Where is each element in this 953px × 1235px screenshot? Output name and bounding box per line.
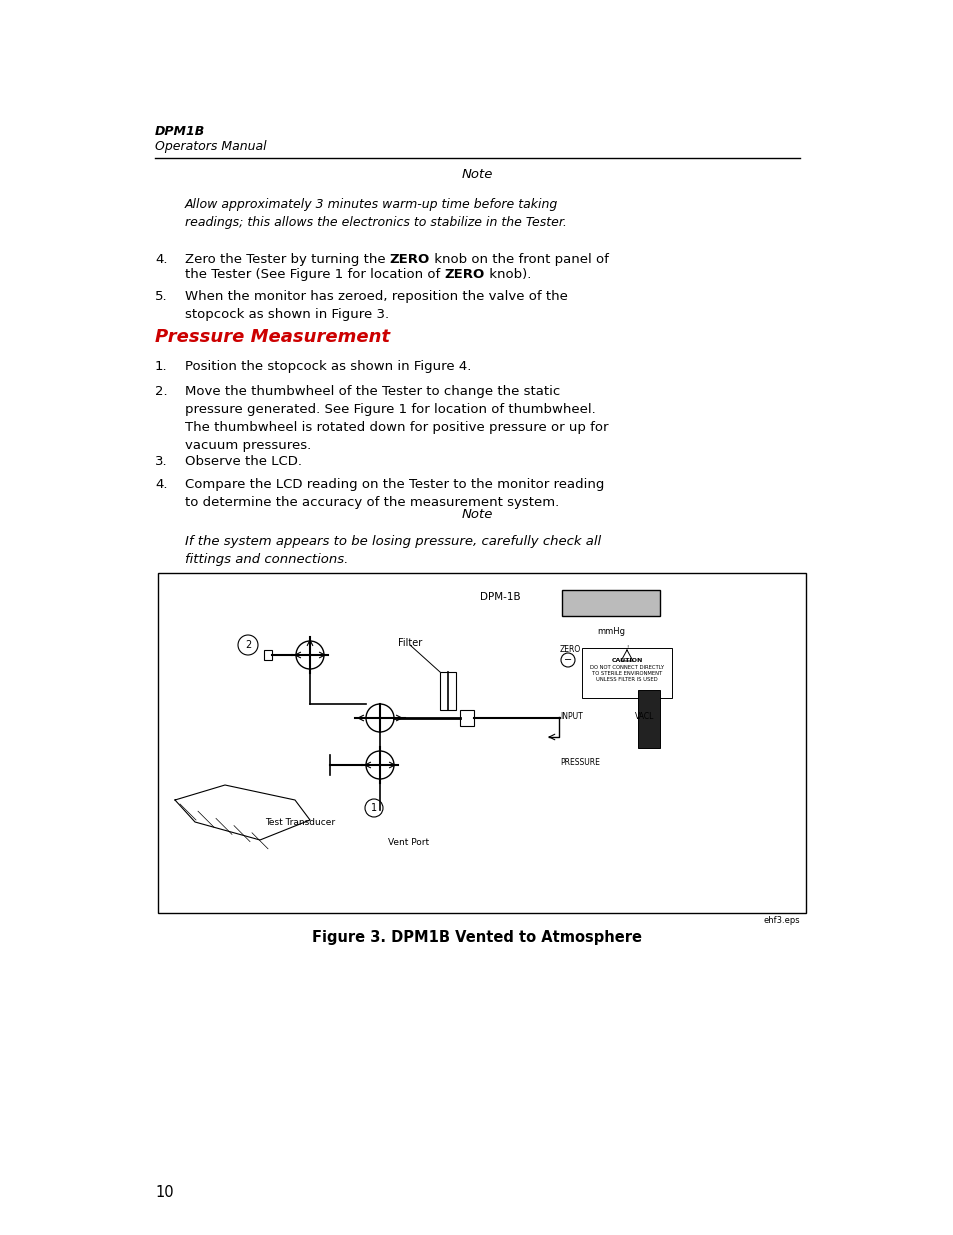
Text: Zero the Tester by turning the: Zero the Tester by turning the bbox=[185, 253, 390, 266]
Text: ZERO: ZERO bbox=[444, 268, 484, 282]
Text: ehf3.eps: ehf3.eps bbox=[762, 916, 800, 925]
Text: 4.: 4. bbox=[154, 478, 168, 492]
Text: Vent Port: Vent Port bbox=[388, 839, 429, 847]
Text: 2: 2 bbox=[245, 640, 251, 650]
Text: 4.: 4. bbox=[154, 253, 168, 266]
Text: Allow approximately 3 minutes warm-up time before taking
readings; this allows t: Allow approximately 3 minutes warm-up ti… bbox=[185, 198, 566, 228]
Text: Note: Note bbox=[461, 508, 492, 521]
Text: !: ! bbox=[625, 645, 627, 650]
Text: Operators Manual: Operators Manual bbox=[154, 140, 266, 153]
Text: knob).: knob). bbox=[484, 268, 531, 282]
Text: 3.: 3. bbox=[154, 454, 168, 468]
Text: −: − bbox=[563, 655, 572, 664]
Bar bbox=[459, 710, 474, 726]
Text: DPM1B: DPM1B bbox=[154, 125, 205, 138]
Bar bbox=[581, 648, 671, 698]
Bar bbox=[158, 573, 805, 913]
Text: the Tester (See Figure 1 for location of: the Tester (See Figure 1 for location of bbox=[185, 268, 444, 282]
Circle shape bbox=[560, 653, 575, 667]
Circle shape bbox=[366, 704, 394, 732]
Bar bbox=[561, 590, 659, 616]
Circle shape bbox=[295, 641, 324, 669]
Text: VACL: VACL bbox=[635, 713, 654, 721]
Circle shape bbox=[365, 799, 382, 818]
Text: DO NOT CONNECT DIRECTLY: DO NOT CONNECT DIRECTLY bbox=[589, 664, 663, 671]
Text: 2.: 2. bbox=[154, 385, 168, 398]
Text: DPM-1B: DPM-1B bbox=[479, 592, 519, 601]
Bar bbox=[638, 690, 659, 748]
Text: Note: Note bbox=[461, 168, 492, 182]
Text: mmHg: mmHg bbox=[597, 627, 624, 636]
Text: Move the thumbwheel of the Tester to change the static
pressure generated. See F: Move the thumbwheel of the Tester to cha… bbox=[185, 385, 608, 452]
Text: Figure 3. DPM1B Vented to Atmosphere: Figure 3. DPM1B Vented to Atmosphere bbox=[312, 930, 641, 945]
Polygon shape bbox=[174, 785, 310, 840]
Bar bbox=[439, 672, 456, 710]
Text: 1: 1 bbox=[371, 803, 376, 813]
Text: PRESSURE: PRESSURE bbox=[559, 758, 599, 767]
Text: When the monitor has zeroed, reposition the valve of the
stopcock as shown in Fi: When the monitor has zeroed, reposition … bbox=[185, 290, 567, 321]
Text: 1.: 1. bbox=[154, 359, 168, 373]
Bar bbox=[264, 650, 272, 659]
Circle shape bbox=[237, 635, 257, 655]
Text: Test Transducer: Test Transducer bbox=[265, 818, 335, 827]
Text: 10: 10 bbox=[154, 1186, 173, 1200]
Text: Compare the LCD reading on the Tester to the monitor reading
to determine the ac: Compare the LCD reading on the Tester to… bbox=[185, 478, 604, 509]
Text: Observe the LCD.: Observe the LCD. bbox=[185, 454, 302, 468]
Text: Filter: Filter bbox=[397, 638, 421, 648]
Text: Position the stopcock as shown in Figure 4.: Position the stopcock as shown in Figure… bbox=[185, 359, 471, 373]
Text: knob on the front panel of: knob on the front panel of bbox=[430, 253, 608, 266]
Text: ZERO: ZERO bbox=[390, 253, 430, 266]
Text: Pressure Measurement: Pressure Measurement bbox=[154, 329, 390, 346]
Text: CAUTION: CAUTION bbox=[611, 658, 642, 663]
Circle shape bbox=[366, 751, 394, 779]
Text: INPUT: INPUT bbox=[559, 713, 582, 721]
Text: ZERO: ZERO bbox=[559, 645, 580, 655]
Text: 5.: 5. bbox=[154, 290, 168, 303]
Text: UNLESS FILTER IS USED: UNLESS FILTER IS USED bbox=[596, 677, 658, 682]
Text: If the system appears to be losing pressure, carefully check all
fittings and co: If the system appears to be losing press… bbox=[185, 535, 600, 566]
Text: TO STERILE ENVIRONMENT: TO STERILE ENVIRONMENT bbox=[591, 671, 661, 676]
